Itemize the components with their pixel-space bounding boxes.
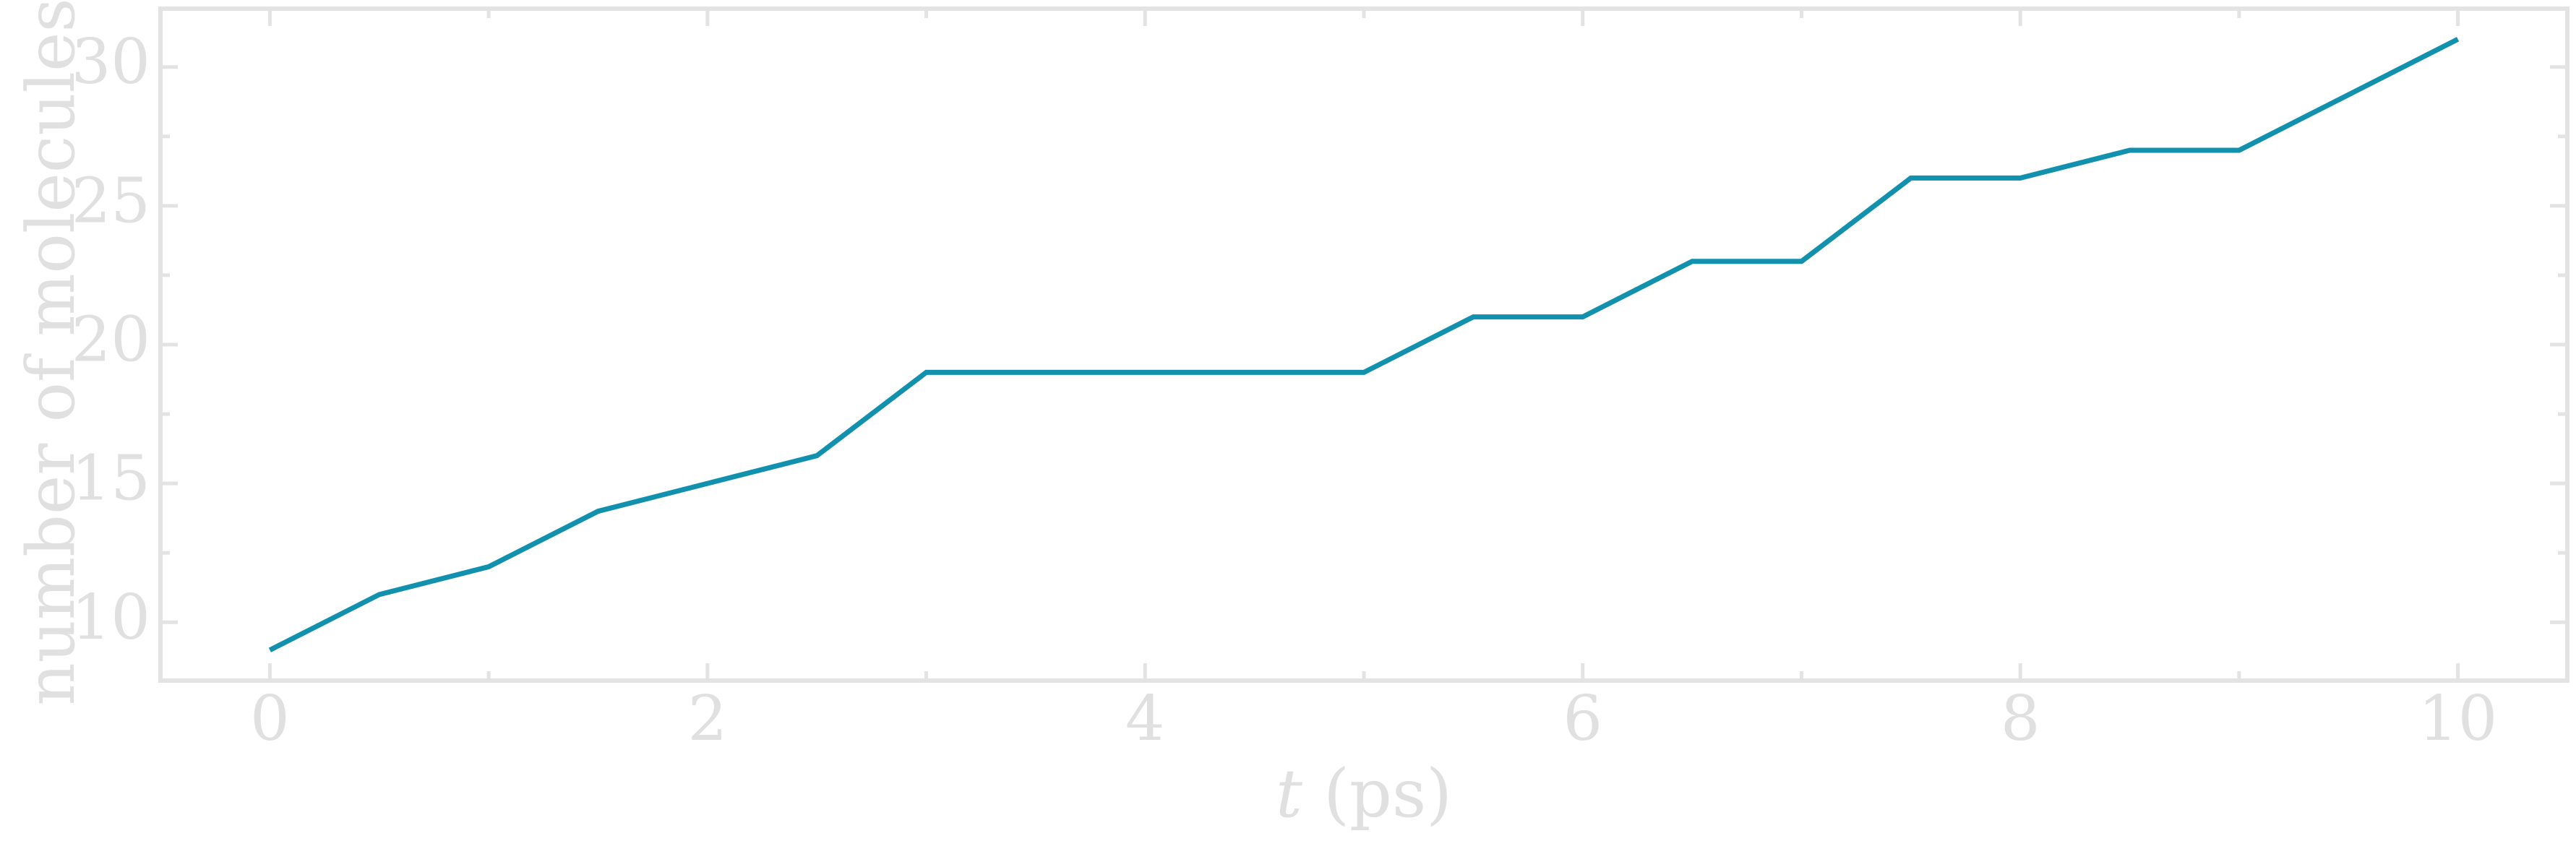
y-tick-label: 15 bbox=[72, 443, 150, 515]
y-tick-label: 10 bbox=[72, 582, 150, 654]
x-axis-label-variable: t bbox=[1276, 755, 1303, 832]
series-lines bbox=[268, 37, 2460, 652]
x-axis-label-unit: (ps) bbox=[1302, 755, 1452, 832]
x-tick-label: 4 bbox=[1125, 683, 1165, 755]
x-tick-label: 8 bbox=[2001, 683, 2040, 755]
y-tick-label: 25 bbox=[72, 165, 150, 237]
x-axis-label: t (ps) bbox=[1276, 755, 1452, 832]
y-tick-label: 30 bbox=[72, 26, 150, 98]
y-tick-label: 20 bbox=[72, 304, 150, 376]
x-tick-label: 0 bbox=[250, 683, 290, 755]
series-line-0 bbox=[268, 37, 2460, 652]
y-axis-label: number of molecules bbox=[12, 0, 90, 706]
plot-frame bbox=[158, 7, 2569, 683]
x-tick-label: 10 bbox=[2418, 683, 2497, 755]
x-tick-label: 6 bbox=[1563, 683, 1602, 755]
x-tick-label: 2 bbox=[687, 683, 727, 755]
axis-ticks bbox=[160, 9, 2567, 681]
tick-labels: 0 2 4 6 8 10 10 15 20 25 30 bbox=[72, 26, 2498, 755]
